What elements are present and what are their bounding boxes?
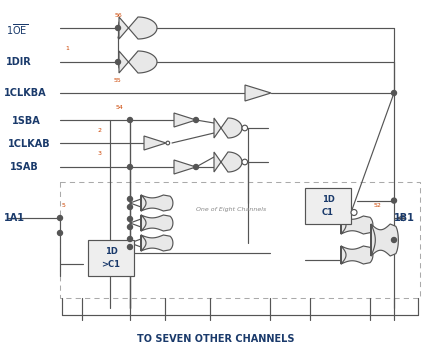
Polygon shape (341, 246, 373, 264)
Circle shape (57, 216, 63, 220)
Polygon shape (371, 224, 398, 256)
Text: 1DIR: 1DIR (6, 57, 32, 67)
Circle shape (194, 118, 198, 122)
Text: TO SEVEN OTHER CHANNELS: TO SEVEN OTHER CHANNELS (137, 334, 295, 344)
Circle shape (127, 118, 133, 122)
Circle shape (351, 210, 357, 216)
Circle shape (127, 217, 133, 221)
Circle shape (166, 141, 170, 145)
Circle shape (115, 26, 121, 31)
Bar (60, 182, 420, 298)
Circle shape (391, 198, 397, 203)
Polygon shape (119, 17, 157, 39)
Circle shape (127, 197, 133, 201)
Polygon shape (245, 85, 271, 101)
Text: 3: 3 (98, 151, 102, 156)
Circle shape (57, 231, 63, 236)
Polygon shape (141, 215, 173, 231)
Text: >C1: >C1 (102, 260, 121, 269)
Circle shape (127, 237, 133, 241)
Polygon shape (341, 216, 373, 234)
Text: 1B1: 1B1 (394, 213, 415, 223)
Text: 1A1: 1A1 (4, 213, 25, 223)
Circle shape (242, 159, 248, 165)
Polygon shape (141, 235, 173, 251)
Bar (305, 188, 351, 224)
Text: 2: 2 (98, 128, 102, 133)
Polygon shape (174, 160, 196, 174)
Polygon shape (174, 113, 196, 127)
Circle shape (127, 245, 133, 250)
Polygon shape (214, 118, 242, 138)
Text: C1: C1 (322, 208, 334, 217)
Circle shape (391, 91, 397, 95)
Text: 1CLKBA: 1CLKBA (4, 88, 47, 98)
Circle shape (242, 125, 248, 131)
Polygon shape (214, 152, 242, 172)
Text: 54: 54 (116, 105, 124, 110)
Text: 1: 1 (65, 46, 69, 51)
Polygon shape (144, 136, 166, 150)
Circle shape (127, 225, 133, 230)
Text: 5: 5 (61, 203, 65, 208)
Text: 1SBA: 1SBA (12, 116, 41, 126)
Polygon shape (119, 51, 157, 73)
Text: 1D: 1D (105, 247, 118, 256)
Text: 52: 52 (373, 203, 381, 208)
Polygon shape (141, 195, 173, 211)
Circle shape (127, 205, 133, 210)
Circle shape (127, 165, 133, 170)
Text: 1$\overline{\mathrm{OE}}$: 1$\overline{\mathrm{OE}}$ (6, 22, 28, 38)
Text: 1D: 1D (321, 195, 334, 204)
Text: One of Eight Channels: One of Eight Channels (196, 207, 266, 212)
Circle shape (115, 60, 121, 65)
Text: 1SAB: 1SAB (10, 162, 39, 172)
Text: 1CLKAB: 1CLKAB (8, 139, 51, 149)
Circle shape (391, 238, 397, 243)
Text: 56: 56 (114, 13, 122, 18)
Bar (88, 240, 134, 276)
Text: 55: 55 (113, 78, 121, 83)
Circle shape (194, 165, 198, 170)
